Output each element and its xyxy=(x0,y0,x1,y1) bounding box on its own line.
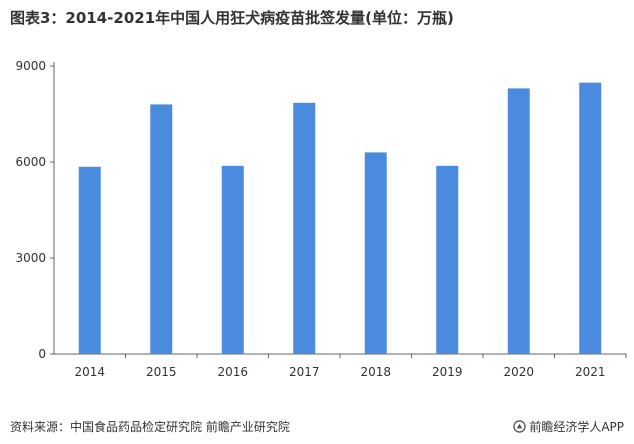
y-tick-label: 9000 xyxy=(15,59,46,73)
x-tick-label-2015: 2015 xyxy=(146,365,177,379)
bar-2016 xyxy=(221,165,244,354)
y-tick-label: 0 xyxy=(38,347,46,361)
chart-title: 图表3：2014-2021年中国人用狂犬病疫苗批签发量(单位：万瓶) xyxy=(10,9,454,27)
y-tick-label: 3000 xyxy=(15,251,46,265)
bar-2014 xyxy=(78,166,101,354)
y-tick-label: 6000 xyxy=(15,155,46,169)
bar-2020 xyxy=(507,88,530,355)
x-tick-label-2021: 2021 xyxy=(575,365,606,379)
bar-2019 xyxy=(436,165,459,354)
x-tick-label-2020: 2020 xyxy=(503,365,534,379)
x-tick-label-2019: 2019 xyxy=(432,365,463,379)
x-tick-label-2016: 2016 xyxy=(217,365,248,379)
x-tick-label-2018: 2018 xyxy=(360,365,391,379)
bar-2015 xyxy=(150,104,173,355)
x-tick-label-2017: 2017 xyxy=(289,365,320,379)
x-tick-label-2014: 2014 xyxy=(74,365,105,379)
brand-logo-icon xyxy=(513,420,527,433)
bar-2018 xyxy=(364,152,387,354)
source-note: 资料来源：中国食品药品检定研究院 前瞻产业研究院 xyxy=(10,420,290,434)
brand-credit: 前瞻经济学人APP xyxy=(513,418,624,435)
bar-2017 xyxy=(293,102,316,354)
bar-2021 xyxy=(579,82,602,354)
brand-text: 前瞻经济学人APP xyxy=(529,420,624,434)
